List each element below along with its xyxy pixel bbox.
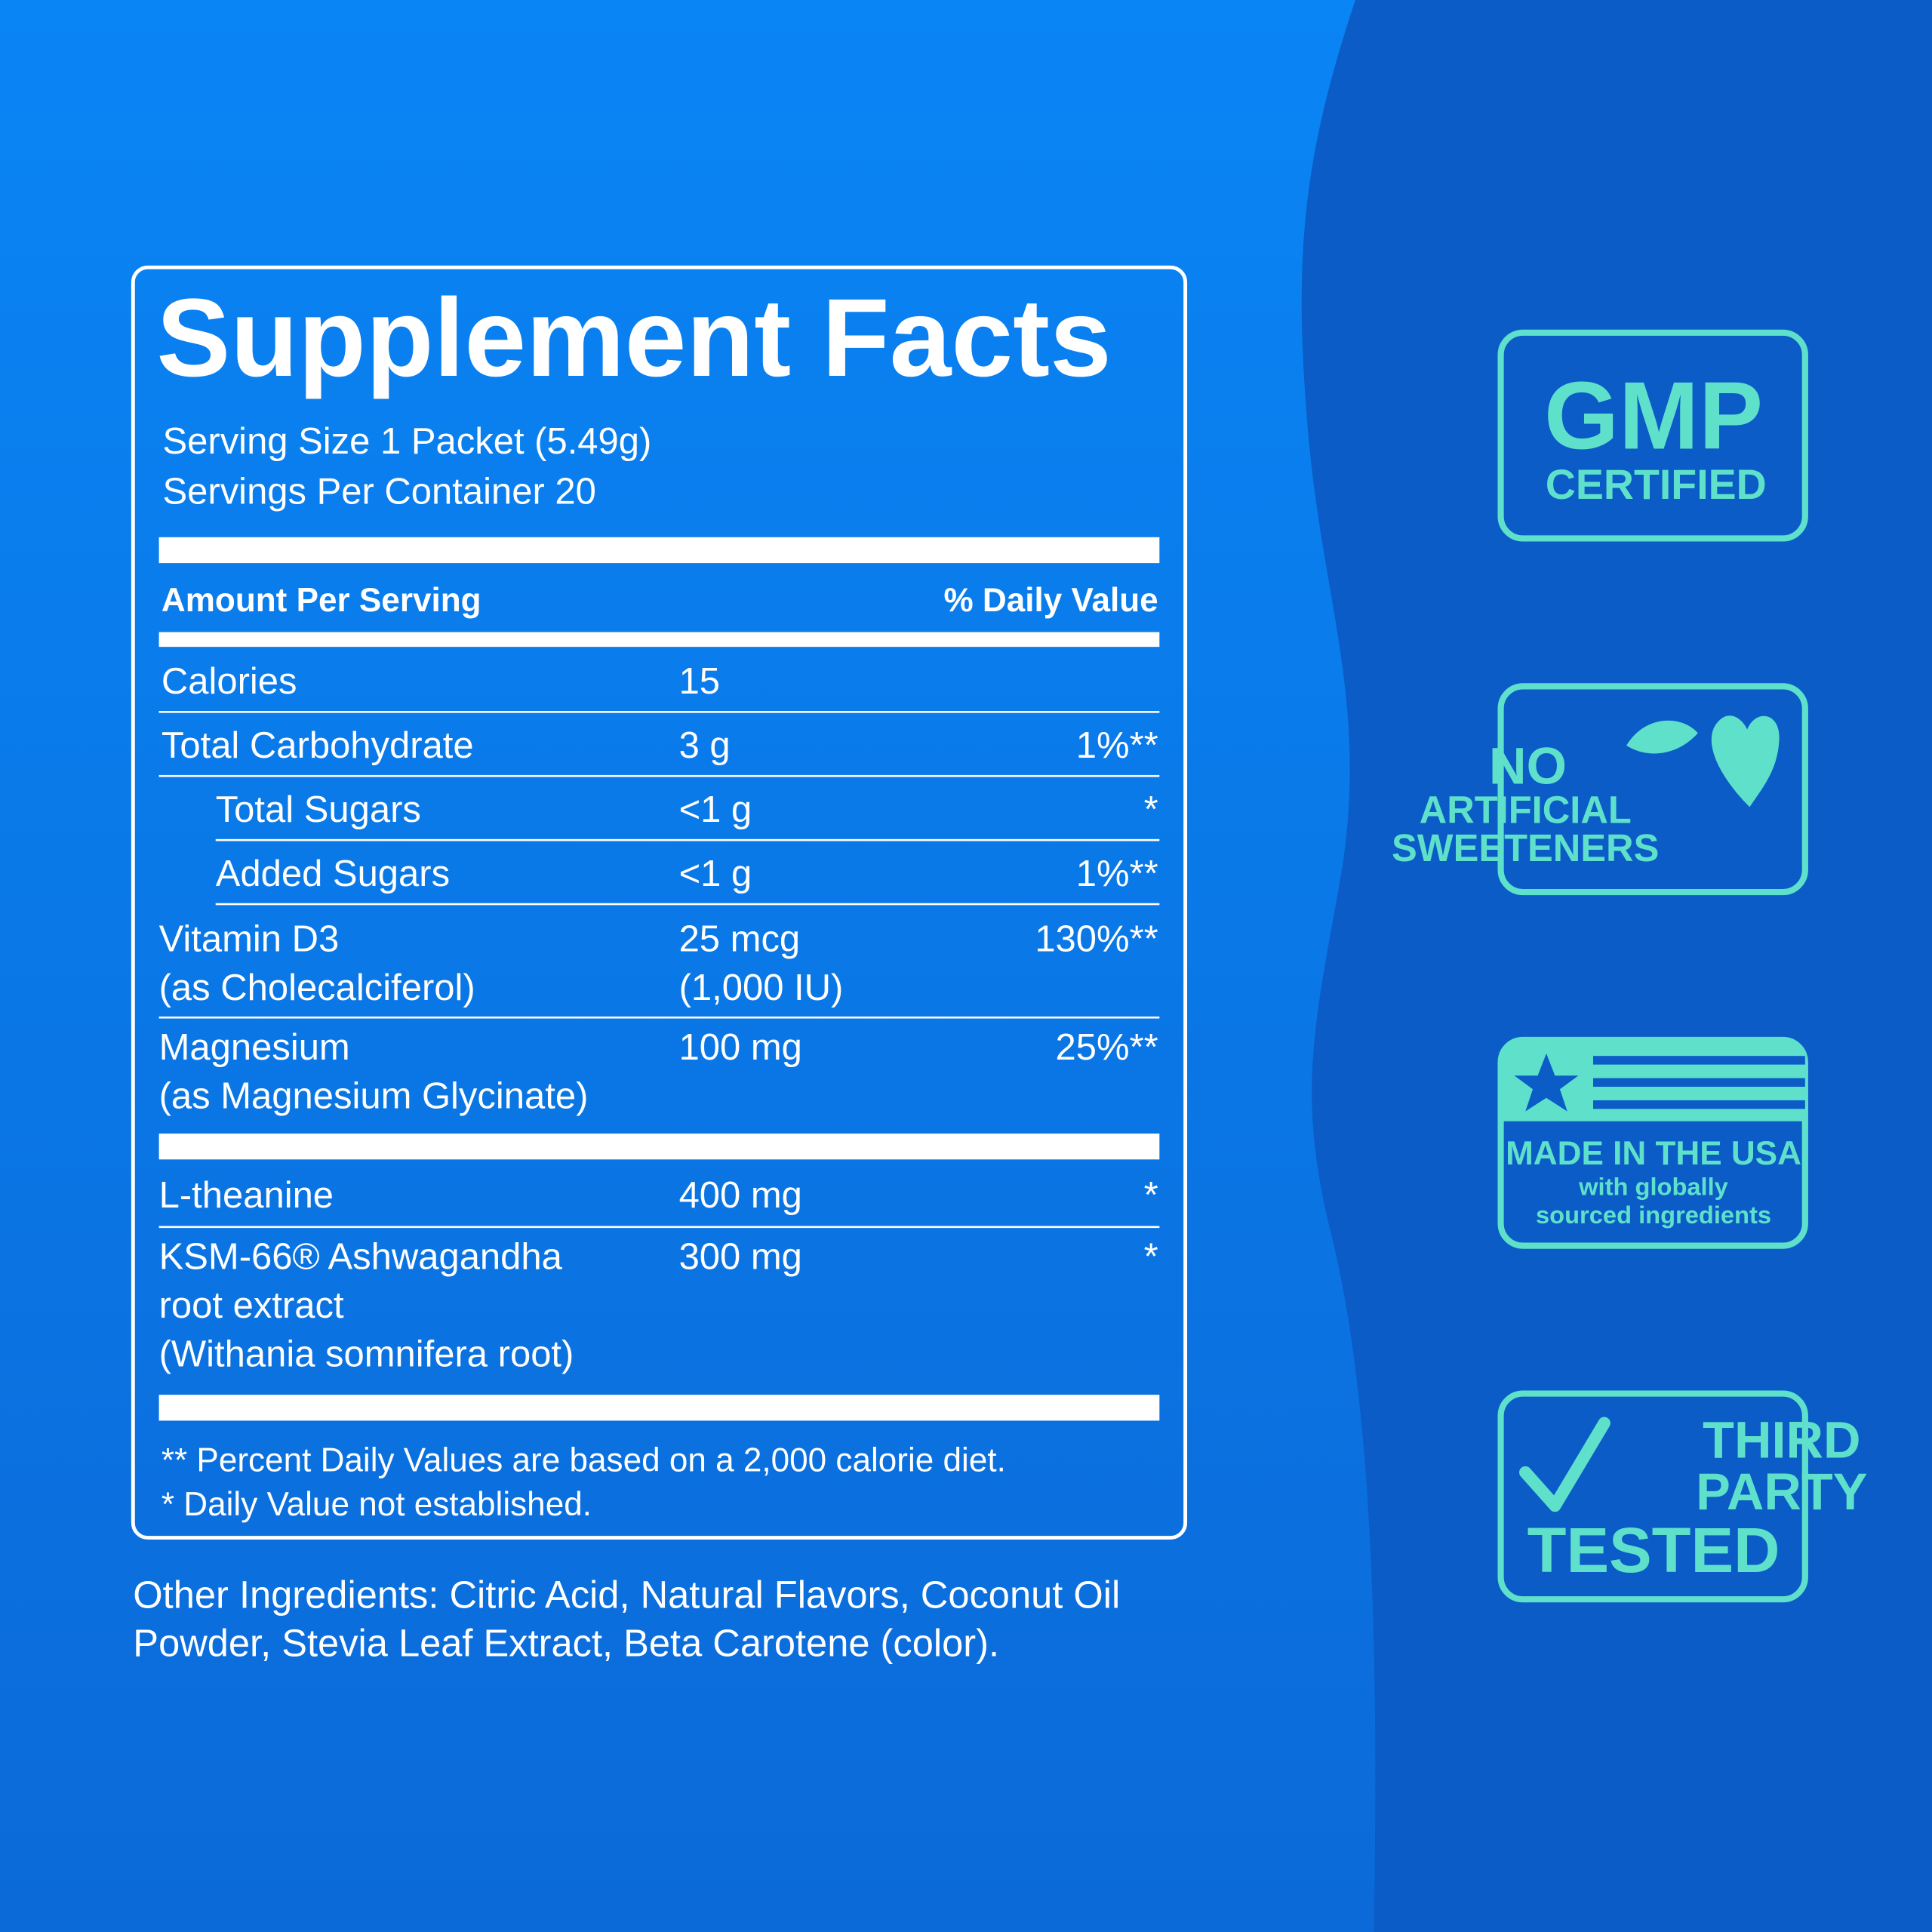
nutrient-name: KSM-66® Ashwagandha [159, 1237, 563, 1278]
daily-value: 1%** [1076, 854, 1158, 894]
daily-value: * [1144, 789, 1158, 830]
label-border [131, 265, 1188, 1540]
nutrient-name: Total Sugars [216, 789, 421, 830]
nutrient-name: L-theanine [159, 1175, 334, 1216]
nutrient-amount: (1,000 IU) [679, 968, 844, 1008]
badge-text: ARTIFICIAL [1420, 789, 1632, 832]
daily-value: * [1144, 1237, 1158, 1278]
nutrient-name: Added Sugars [216, 854, 450, 894]
nutrient-name: Calories [162, 661, 297, 702]
bar [158, 632, 1160, 648]
footnote: ** Percent Daily Values are based on a 2… [162, 1441, 1006, 1478]
nutrient-name: (Withania somnifera root) [159, 1334, 574, 1375]
nutrient-amount: 100 mg [679, 1027, 802, 1068]
badge-icons [1500, 715, 1805, 1121]
nutrient-name: (as Magnesium Glycinate) [159, 1076, 589, 1117]
title: Supplement Facts [156, 276, 1111, 400]
nutrient-amount: 400 mg [679, 1175, 802, 1216]
badge-frames [1497, 329, 1808, 1603]
row-separator [158, 1226, 1160, 1229]
row-separator [215, 838, 1160, 841]
nutrient-name: Vitamin D3 [159, 918, 340, 959]
row-separator [215, 903, 1160, 906]
nutrient-amount: <1 g [679, 854, 752, 894]
badge-text: GMP [1544, 361, 1763, 469]
daily-value: 130%** [1035, 918, 1158, 959]
servings-per-container: Servings Per Container 20 [163, 472, 596, 512]
nutrient-name: Magnesium [159, 1027, 350, 1068]
badge-text: with globally [1578, 1173, 1728, 1201]
header: % Daily Value [943, 582, 1158, 619]
nutrient-amount: 3 g [679, 725, 731, 766]
badge-text: CERTIFIED [1546, 461, 1767, 508]
bar [158, 1395, 1160, 1421]
nutrient-amount: 15 [679, 661, 720, 702]
badge-text: NO [1489, 737, 1567, 795]
header: Amount Per Serving [162, 582, 481, 619]
nutrient-amount: <1 g [679, 789, 752, 830]
footnote: * Daily Value not established. [162, 1486, 592, 1523]
nutrient-name: root extract [159, 1285, 344, 1326]
serving-size: Serving Size 1 Packet (5.49g) [163, 421, 652, 462]
bar [158, 537, 1160, 564]
row-separator [158, 774, 1160, 777]
badge-text: TESTED [1527, 1514, 1780, 1586]
nutrient-amount: 25 mcg [679, 918, 801, 959]
daily-value: 25%** [1056, 1027, 1158, 1068]
other-ingredients: Powder, Stevia Leaf Extract, Beta Carote… [133, 1621, 999, 1664]
badge-text: THIRD [1703, 1411, 1860, 1469]
badge-text: sourced ingredients [1536, 1201, 1771, 1229]
nutrient-name: (as Cholecalciferol) [159, 968, 475, 1008]
wave-panel [1301, 0, 1932, 1932]
row-separator [158, 1016, 1160, 1019]
other-ingredients: Other Ingredients: Citric Acid, Natural … [133, 1574, 1120, 1617]
label: Supplement Facts Serving Size 1 Packet (… [156, 276, 1160, 1523]
bar [158, 1134, 1160, 1160]
badge-text: SWEETENERS [1392, 826, 1659, 869]
nutrient-name: Total Carbohydrate [162, 725, 474, 766]
daily-value: 1%** [1076, 725, 1158, 766]
badge-text: MADE IN THE USA [1506, 1135, 1801, 1172]
badge-text: PARTY [1696, 1463, 1867, 1521]
daily-value: * [1144, 1175, 1158, 1216]
nutrient-amount: 300 mg [679, 1237, 802, 1278]
row-separator [158, 711, 1160, 713]
